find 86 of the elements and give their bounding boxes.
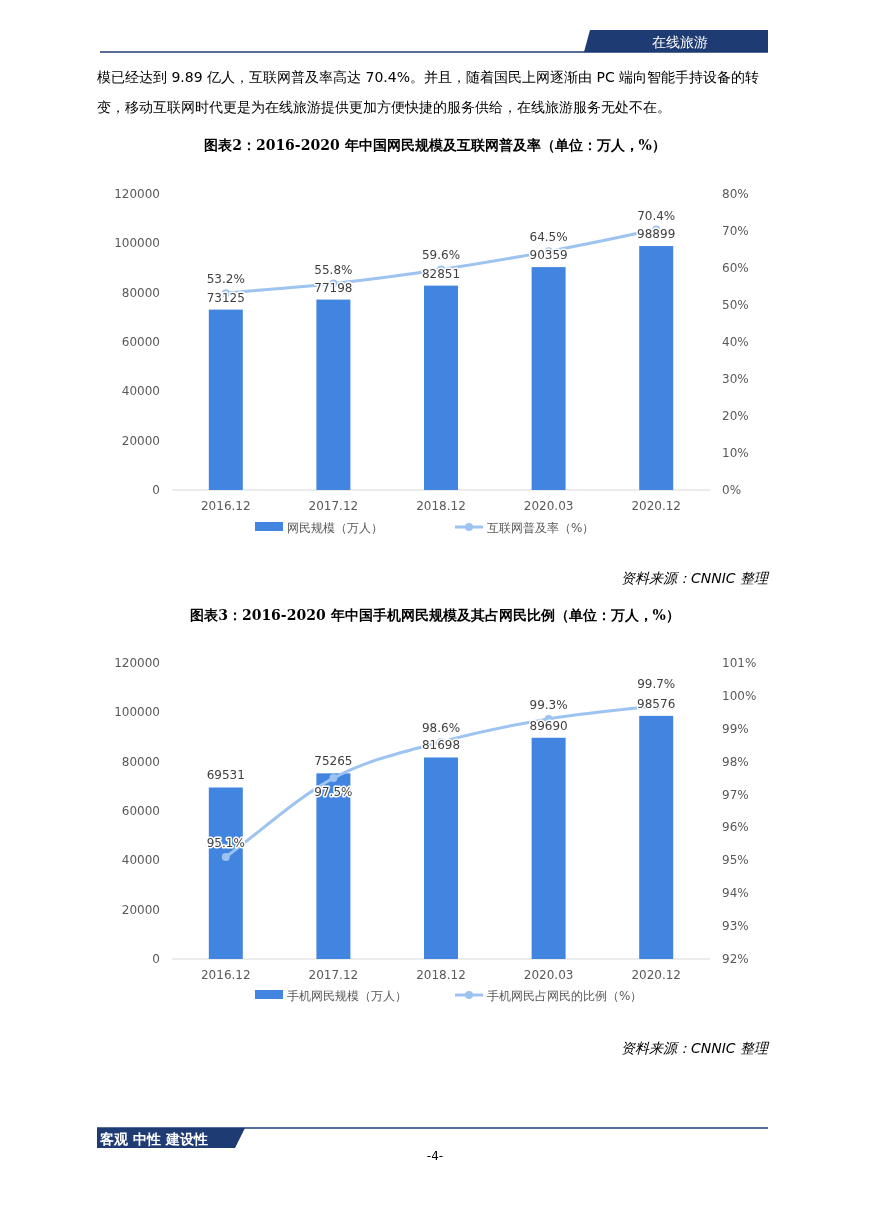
data-label: 98899 <box>637 227 676 242</box>
x-tick-label: 2020.03 <box>523 499 574 513</box>
point <box>221 853 230 862</box>
data-label: 53.2% <box>206 272 245 287</box>
y2-tick-label: 80% <box>722 187 749 201</box>
y-tick-label: 100000 <box>114 236 160 251</box>
y2-tick-label: 30% <box>722 372 749 386</box>
data-label: 55.8% <box>314 262 353 277</box>
y2-tick-label: 95% <box>722 853 749 868</box>
y2-tick-label: 101% <box>722 656 757 670</box>
data-label: 99.7% <box>637 676 676 691</box>
bar <box>639 246 674 490</box>
legend-label: 网民规模（万人） <box>287 521 383 535</box>
x-tick-label: 2020.12 <box>631 499 682 513</box>
x-tick-label: 2017.12 <box>308 499 359 513</box>
bar <box>208 787 243 959</box>
y2-tick-label: 70% <box>722 224 749 238</box>
y2-tick-label: 40% <box>722 335 749 349</box>
y-tick-label: 0 <box>152 483 160 497</box>
legend-label: 互联网普及率（%） <box>487 521 595 535</box>
text: 在线旅游 <box>652 34 708 50</box>
data-label: 75265 <box>314 754 353 769</box>
y-tick-label: 100000 <box>114 705 160 720</box>
data-label: 89690 <box>529 718 568 733</box>
text: 资料来源：CNNIC 整理 <box>620 1040 770 1056</box>
y2-tick-label: 60% <box>722 261 749 275</box>
bar <box>316 773 351 959</box>
bar <box>316 299 351 490</box>
y2-tick-label: 20% <box>722 409 749 423</box>
legend-label: 手机网民占网民的比例（%） <box>487 989 643 1003</box>
y-tick-label: 120000 <box>114 656 160 670</box>
y-tick-label: 80000 <box>121 285 160 300</box>
y-tick-label: 40000 <box>121 384 160 399</box>
y-tick-label: 20000 <box>121 433 160 448</box>
y2-tick-label: 50% <box>722 298 749 312</box>
y2-tick-label: 0% <box>722 483 742 497</box>
y2-tick-label: 10% <box>722 446 749 460</box>
legend-label: 手机网民规模（万人） <box>287 989 407 1003</box>
bar <box>639 715 674 959</box>
bar <box>531 267 566 490</box>
x-tick-label: 2017.12 <box>308 968 359 982</box>
text: -4- <box>426 1149 444 1163</box>
bar <box>424 285 458 490</box>
y2-tick-label: 96% <box>722 820 749 835</box>
x-tick-label: 2018.12 <box>416 499 466 513</box>
y-tick-label: 40000 <box>121 853 160 868</box>
text: 资料来源：CNNIC 整理 <box>620 570 770 586</box>
point <box>329 774 338 783</box>
text: 客观 中性 建设性 <box>99 1131 208 1147</box>
x-tick-label: 2020.12 <box>631 968 682 982</box>
chart-title: 图表3：2016-2020 年中国手机网民规模及其占网民比例（单位：万人，%） <box>190 607 680 623</box>
y-tick-label: 120000 <box>114 187 160 201</box>
y-tick-label: 60000 <box>121 335 160 349</box>
data-label: 99.3% <box>529 697 568 712</box>
data-label: 70.4% <box>637 208 676 223</box>
y2-tick-label: 97% <box>722 787 749 802</box>
y2-tick-label: 100% <box>722 688 757 703</box>
data-label: 73125 <box>206 290 245 305</box>
text: 变，移动互联网时代更是为在线旅游提供更加方便快捷的服务供给，在线旅游服务无处不在。 <box>97 99 671 115</box>
bar <box>531 737 566 959</box>
y2-tick-label: 94% <box>722 886 749 901</box>
data-label: 98576 <box>637 696 676 711</box>
x-tick-label: 2016.12 <box>200 499 251 513</box>
text: 模已经达到 9.89 亿人，互联网普及率高达 70.4%。并且，随着国民上网逐渐由 PC 端向智能手持设备的转 <box>97 69 760 85</box>
y-tick-label: 0 <box>152 952 160 966</box>
chart-title: 图表2：2016-2020 年中国网民规模及互联网普及率（单位：万人，%） <box>204 137 666 153</box>
data-label: 82851 <box>421 266 461 281</box>
data-label: 77198 <box>314 280 353 295</box>
data-label: 69531 <box>206 768 245 783</box>
y-tick-label: 60000 <box>121 804 160 818</box>
data-label: 64.5% <box>529 230 568 245</box>
bar <box>424 757 458 959</box>
x-tick-label: 2018.12 <box>416 968 466 982</box>
x-tick-label: 2020.03 <box>523 968 574 982</box>
data-label: 98.6% <box>421 720 461 735</box>
y2-tick-label: 98% <box>722 754 749 769</box>
y2-tick-label: 99% <box>722 721 749 736</box>
y-tick-label: 20000 <box>121 902 160 917</box>
bar <box>208 309 243 490</box>
y2-tick-label: 92% <box>722 952 749 966</box>
y-tick-label: 80000 <box>121 754 160 769</box>
data-label: 59.6% <box>421 248 461 263</box>
y2-tick-label: 93% <box>722 919 749 934</box>
x-tick-label: 2016.12 <box>200 968 251 982</box>
data-label: 81698 <box>421 738 461 753</box>
data-label: 90359 <box>529 248 568 263</box>
